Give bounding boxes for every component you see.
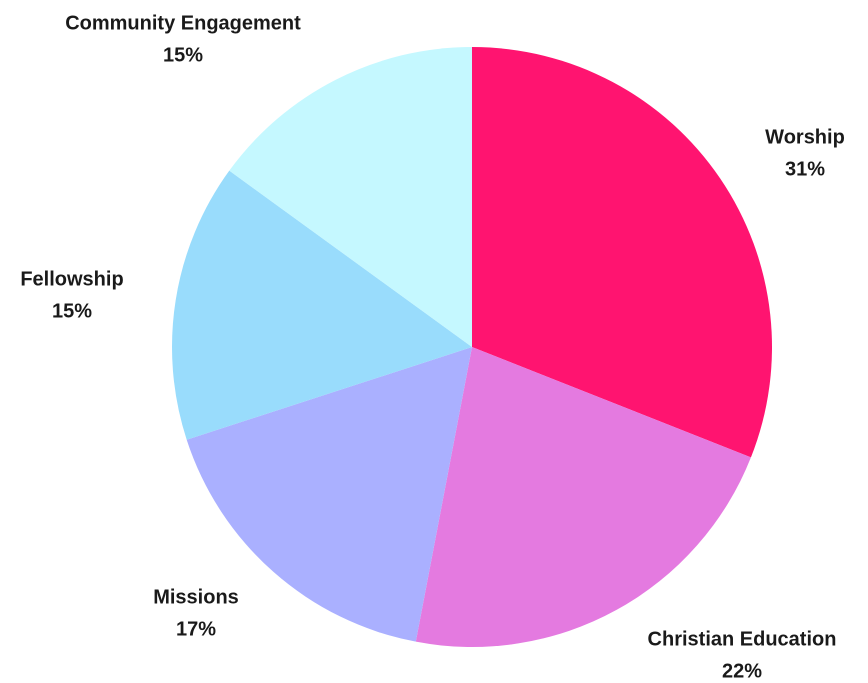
slice-label-percent: 31%	[785, 158, 825, 180]
slice-label-name: Worship	[765, 126, 845, 148]
slice-label-percent: 15%	[163, 44, 203, 66]
pie-slices	[172, 46, 772, 647]
pie-label-fellowship: Fellowship 15%	[20, 268, 123, 322]
pie-slice-missions	[186, 347, 472, 642]
slice-label-percent: 17%	[176, 618, 216, 640]
slice-label-name: Christian Education	[648, 628, 837, 650]
slice-label-name: Missions	[153, 586, 239, 608]
slice-label-percent: 22%	[722, 660, 762, 682]
pie-slice-fellowship	[172, 170, 473, 440]
pie-slice-community-engagement	[229, 46, 472, 347]
slice-label-percent: 15%	[52, 300, 92, 322]
pie-labels: Worship 31% Christian Education 22% Missions…	[20, 12, 844, 682]
pie-slice-worship	[472, 47, 772, 458]
pie-label-christian-education: Christian Education 22%	[648, 628, 837, 682]
pie-label-worship: Worship 31%	[765, 126, 845, 180]
pie-slice-christian-education	[415, 347, 751, 647]
pie-label-missions: Missions 17%	[153, 586, 239, 640]
slice-label-name: Fellowship	[20, 268, 123, 290]
pie-label-community-engagement: Community Engagement 15%	[65, 12, 301, 66]
slice-label-name: Community Engagement	[65, 12, 301, 34]
